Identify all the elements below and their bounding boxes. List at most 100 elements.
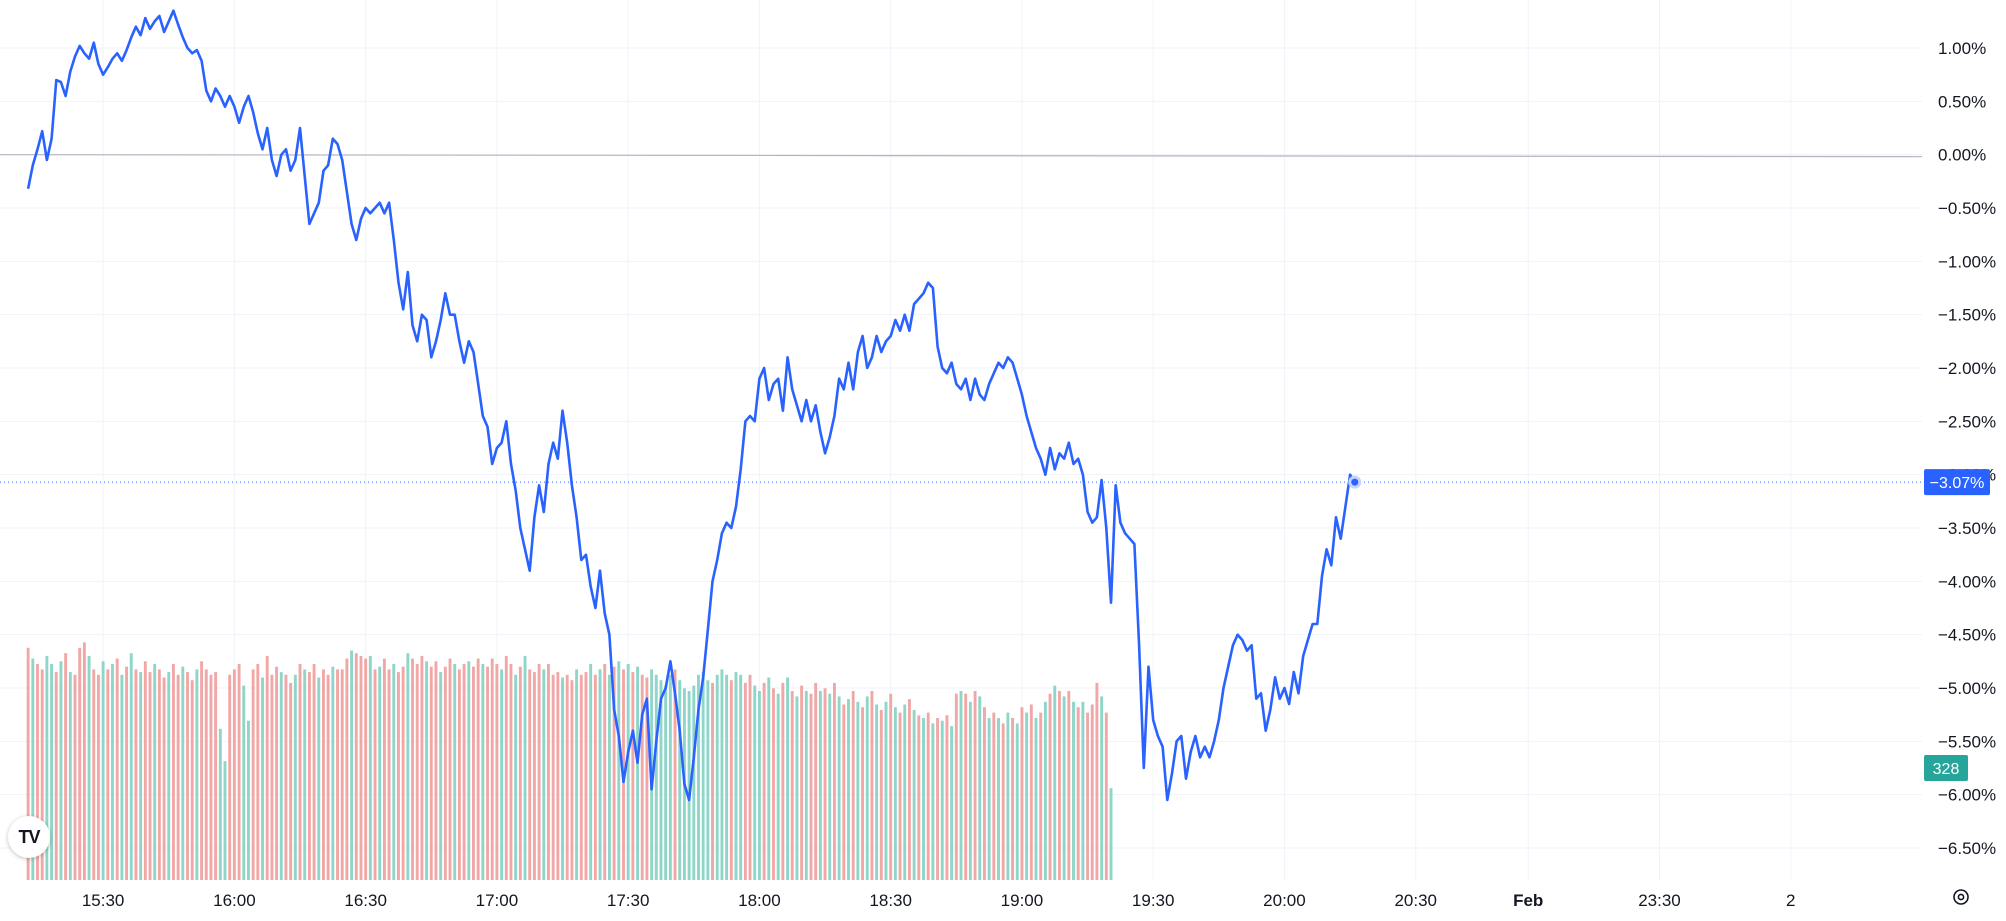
volume-bar	[551, 674, 555, 880]
volume-bar	[767, 677, 771, 880]
volume-bar	[472, 666, 475, 880]
volume-bar	[1034, 718, 1038, 880]
volume-bar	[542, 669, 546, 880]
volume-bar	[945, 715, 949, 880]
volume-bar	[1048, 693, 1052, 880]
volume-bar	[626, 664, 630, 880]
volume-bar	[462, 664, 466, 880]
settings-gear-icon[interactable]	[1950, 886, 1972, 908]
volume-bar	[514, 674, 518, 880]
volume-bar	[818, 691, 822, 880]
volume-bar	[495, 664, 499, 880]
volume-bar	[931, 723, 935, 880]
volume-bar	[153, 664, 157, 880]
volume-bar	[518, 666, 522, 880]
volume-bar	[992, 712, 996, 880]
volume-bar	[1067, 691, 1071, 880]
x-axis[interactable]: 15:30 16:00 16:30 17:00 17:30 18:00 18:30 19:00…	[82, 891, 1796, 910]
volume-bar	[275, 666, 279, 880]
volume-bar	[157, 669, 161, 880]
logo-text: TV	[18, 826, 40, 847]
volume-bar	[607, 674, 611, 880]
volume-bar	[678, 680, 682, 880]
volume-bar	[1039, 712, 1043, 880]
volume-bar	[443, 666, 447, 880]
volume-bar	[312, 664, 316, 880]
volume-bar	[31, 658, 35, 880]
volume-bar	[912, 709, 916, 880]
volume-bar	[997, 718, 1000, 880]
x-tick-label: 20:00	[1263, 891, 1306, 910]
volume-bar	[598, 669, 602, 880]
volume-bar	[570, 680, 574, 880]
volume-bar	[734, 672, 738, 880]
volume-bar	[223, 761, 227, 880]
volume-bar	[757, 691, 761, 880]
volume-bar	[739, 674, 743, 880]
volume-bar	[26, 647, 30, 880]
price-line	[26, 9, 1356, 802]
y-tick-label: −4.50%	[1938, 626, 1996, 645]
volume-bar	[87, 655, 91, 880]
volume-bar	[640, 674, 644, 880]
volume-bar	[120, 674, 124, 880]
volume-bar	[978, 696, 982, 880]
volume-bar	[748, 674, 752, 880]
volume-bar	[284, 674, 288, 880]
volume-bar	[964, 693, 968, 880]
volume-bar	[786, 677, 790, 880]
volume-bar	[1104, 712, 1108, 880]
volume-bar	[78, 647, 82, 880]
volume-bar	[139, 672, 143, 880]
volume-bar	[162, 677, 166, 880]
volume-bar	[823, 688, 827, 880]
volume-bar	[889, 693, 893, 880]
volume-bar	[214, 672, 218, 880]
volume-bar	[1043, 701, 1047, 880]
volume-bar	[847, 699, 850, 880]
volume-bar	[204, 669, 208, 880]
volume-bar	[828, 693, 832, 880]
x-tick-label: 2	[1786, 891, 1795, 910]
x-tick-label: 17:00	[476, 891, 519, 910]
y-tick-label: −0.50%	[1938, 199, 1996, 218]
y-tick-label: 0.50%	[1938, 92, 1986, 111]
volume-bar	[1109, 788, 1113, 880]
volume-bar	[903, 704, 907, 880]
volume-bar	[907, 699, 911, 880]
volume-bar	[54, 672, 58, 880]
y-tick-label: −1.50%	[1938, 306, 1996, 325]
volume-bar	[528, 669, 532, 880]
volume-bar	[307, 672, 311, 880]
volume-badge	[1924, 755, 1968, 781]
volume-bar	[950, 726, 954, 880]
volume-bar	[326, 674, 330, 880]
x-tick-label: Feb	[1513, 891, 1543, 910]
x-tick-label: 15:30	[82, 891, 125, 910]
volume-bar	[654, 674, 658, 880]
volume-bar	[420, 655, 424, 880]
volume-bar	[617, 661, 621, 880]
volume-bar	[1025, 712, 1029, 880]
volume-bar	[425, 661, 429, 880]
volume-bar	[500, 669, 504, 880]
tradingview-logo[interactable]: TV	[8, 816, 50, 858]
volume-bar	[593, 674, 597, 880]
volume-bar	[415, 664, 419, 880]
volume-bar	[129, 653, 133, 880]
volume-bar	[64, 653, 68, 880]
volume-bar	[148, 672, 152, 880]
volume-bar	[82, 642, 86, 880]
volume-bar	[106, 669, 110, 880]
volume-bar	[987, 718, 991, 880]
volume-bar	[73, 674, 77, 880]
volume-bar	[842, 704, 846, 880]
volume-bar	[1072, 701, 1075, 880]
volume-bar	[317, 677, 321, 880]
volume-bar	[795, 696, 799, 880]
volume-bar	[373, 669, 377, 880]
y-axis[interactable]: 1.00% 0.50% 0.00% −0.50% −1.00% −1.50% −2.00% −…	[1922, 0, 2006, 916]
volume-bar	[936, 718, 940, 880]
